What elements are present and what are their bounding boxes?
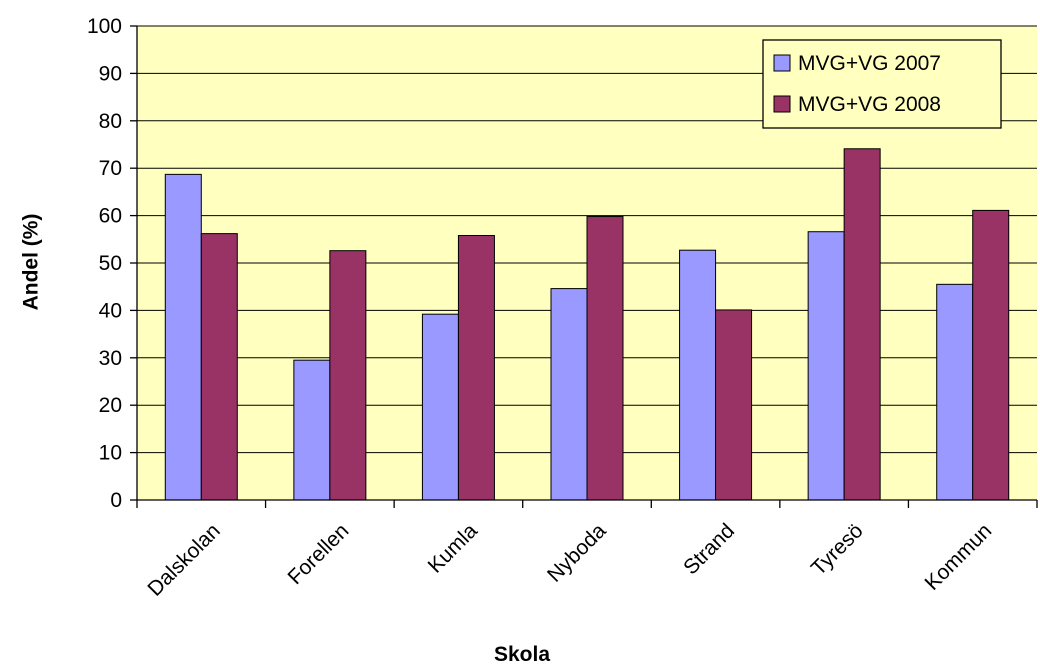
legend-label-2007: MVG+VG 2007 <box>798 52 941 75</box>
y-tick-label: 50 <box>99 252 122 275</box>
y-tick-label: 20 <box>99 394 122 417</box>
legend-swatch-2008 <box>773 95 791 113</box>
bar-2008 <box>586 216 624 501</box>
x-tick-label: Forellen <box>283 519 353 589</box>
y-axis-ticks: 0 10 20 30 40 50 60 70 80 90 100 <box>87 15 137 512</box>
bar-2007 <box>164 173 202 501</box>
bar-2008 <box>715 309 753 501</box>
y-tick-label: 100 <box>87 15 122 38</box>
y-tick-label: 30 <box>99 347 122 370</box>
legend-swatch-2007 <box>773 54 791 72</box>
bar-2008 <box>329 250 367 501</box>
legend-box <box>762 39 1002 129</box>
y-axis-title: Andel (%) <box>20 214 43 311</box>
bar-2008 <box>200 233 238 501</box>
y-tick-label: 70 <box>99 157 122 180</box>
bar-2007 <box>807 231 845 501</box>
x-tick-label: Kumla <box>424 519 483 578</box>
bar-2008 <box>843 148 881 501</box>
legend: MVG+VG 2007 MVG+VG 2008 <box>762 39 1002 129</box>
bar-2007 <box>550 288 588 501</box>
y-tick-label: 90 <box>99 62 122 85</box>
x-tick-label: Kommun <box>921 519 997 595</box>
x-axis-title: Skola <box>494 643 550 666</box>
bar-2008 <box>457 235 495 501</box>
y-tick-label: 60 <box>99 205 122 228</box>
x-tick-label: Dalskolan <box>143 519 224 600</box>
bar-2007 <box>421 313 459 501</box>
x-tick-label: Nyboda <box>543 519 611 587</box>
y-tick-label: 10 <box>99 442 122 465</box>
bar-2008 <box>972 209 1010 501</box>
x-tick-label: Strand <box>679 519 739 579</box>
bar-2007 <box>293 359 331 501</box>
x-axis-ticks: Dalskolan Forellen Kumla Nyboda Strand Tyresö… <box>136 500 1038 601</box>
y-tick-label: 40 <box>99 299 122 322</box>
bar-2007 <box>936 283 974 501</box>
y-tick-label: 0 <box>110 489 122 512</box>
y-tick-label: 80 <box>99 110 122 133</box>
bars <box>164 148 1010 501</box>
x-tick-label: Tyresö <box>807 519 868 580</box>
legend-label-2008: MVG+VG 2008 <box>798 93 941 116</box>
bar-2007 <box>679 249 717 501</box>
